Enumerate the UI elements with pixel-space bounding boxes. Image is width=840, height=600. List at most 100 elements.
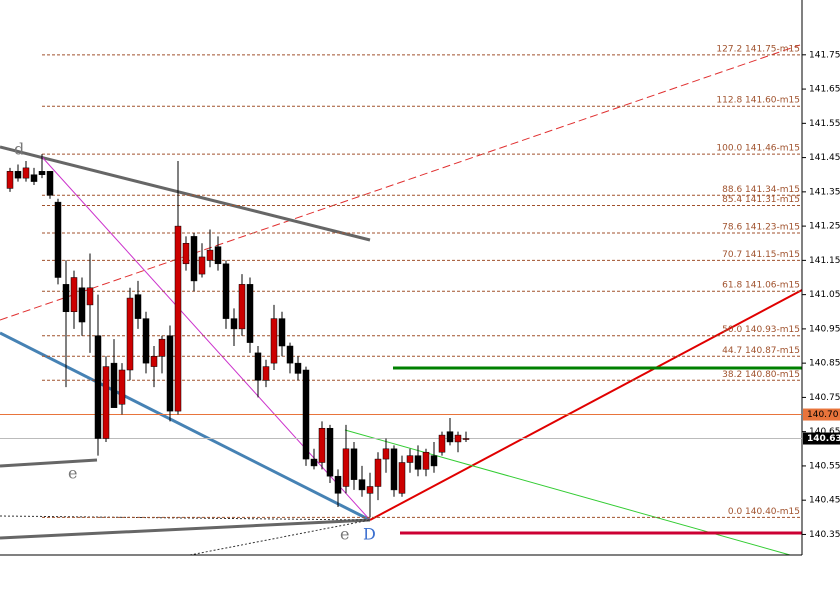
dotted-line: [189, 519, 371, 556]
y-tick-label: 140.75: [809, 393, 840, 403]
candle-body: [46, 171, 54, 196]
y-tick-label: 141.55: [809, 119, 840, 129]
candle-body: [278, 318, 286, 347]
y-tick-label: 141.05: [809, 290, 840, 300]
annotation: d: [14, 140, 24, 159]
y-tick-label: 140.95: [809, 324, 840, 334]
candle-body: [254, 352, 262, 381]
y-tick-label: 141.75: [809, 50, 840, 60]
candle-body: [78, 287, 86, 323]
candle-body: [22, 167, 30, 179]
fib-label: 78.6 141.23-m15: [722, 222, 800, 232]
fib-label: 50.0 140.93-m15: [722, 325, 800, 335]
candle-body: [70, 277, 78, 313]
fib-label: 61.8 141.06-m15: [722, 281, 800, 291]
y-tick-label: 141.15: [809, 256, 840, 266]
y-tick-label: 140.35: [809, 530, 840, 540]
candle-body: [302, 369, 310, 460]
candle-body: [118, 369, 126, 405]
candle-body: [246, 284, 254, 343]
fib-label: 127.2 141.75-m15: [716, 44, 800, 54]
candle-body: [214, 246, 222, 265]
candle-body: [326, 427, 334, 477]
fib-label: 70.7 141.15-m15: [722, 250, 800, 260]
candle-body: [190, 236, 198, 282]
red-trendline: [369, 289, 803, 521]
candle-body: [398, 462, 406, 494]
gray-line: [0, 518, 371, 540]
y-tick-label: 140.85: [809, 359, 840, 369]
candle-body: [174, 225, 182, 412]
candle-body: [438, 434, 446, 453]
candle-body: [374, 458, 382, 487]
candle-body: [350, 448, 358, 480]
candle-body: [182, 242, 190, 265]
drawings: [0, 44, 803, 556]
dashed-trendline: [0, 44, 801, 321]
fib-label: 112.8 141.60-m15: [716, 96, 800, 106]
candle-body: [342, 448, 350, 487]
candle-body: [286, 345, 294, 364]
candle-body: [238, 284, 246, 330]
candle-body: [142, 318, 150, 364]
candle-body: [358, 479, 366, 491]
candle-body: [14, 171, 22, 179]
candle-body: [462, 438, 470, 440]
candle-body: [54, 201, 62, 278]
candle-body: [206, 249, 214, 261]
y-tick-label: 141.35: [809, 187, 840, 197]
candle-body: [110, 362, 118, 408]
candle-body: [102, 366, 110, 439]
fib-label: 88.6 141.34-m15: [722, 185, 800, 195]
candle-body: [262, 366, 270, 381]
current-price-box: [803, 432, 840, 445]
candle-body: [38, 171, 46, 175]
candle-body: [62, 284, 70, 313]
candle-body: [30, 174, 38, 182]
candle-body: [334, 475, 342, 494]
fib-label: 85.4 141.31-m15: [722, 195, 800, 205]
candle-body: [86, 287, 94, 306]
candle-body: [230, 318, 238, 330]
annotation: e: [340, 525, 349, 544]
y-tick-label: 140.65: [809, 427, 840, 437]
candle-body: [134, 294, 142, 319]
candle-body: [150, 356, 158, 367]
candle-body: [422, 451, 430, 470]
candle-body: [198, 256, 206, 275]
candle-body: [318, 427, 326, 463]
candle-body: [6, 171, 14, 189]
candle-body: [366, 486, 374, 494]
candle-body: [310, 458, 318, 467]
candle-body: [94, 335, 102, 439]
dotted-line: [0, 515, 371, 521]
annotation: e: [68, 464, 77, 483]
y-tick-label: 141.25: [809, 222, 840, 232]
y-tick-label: 141.45: [809, 153, 840, 163]
candle-body: [158, 338, 166, 357]
y-tick-label: 140.45: [809, 496, 840, 506]
price-label-box: [803, 408, 840, 421]
fib-label: 100.0 141.46-m15: [716, 144, 800, 154]
candle-body: [406, 455, 414, 463]
candle-body: [430, 455, 438, 467]
price-label: 140.70: [807, 410, 839, 420]
candle-body: [446, 431, 454, 443]
candle-body: [166, 335, 174, 412]
candle-body: [294, 362, 302, 374]
annotation: D: [363, 525, 376, 544]
candle-body: [382, 448, 390, 460]
gray-trendline: [0, 145, 371, 242]
candle-body: [414, 455, 422, 470]
fib-label: 44.7 140.87-m15: [722, 346, 800, 356]
candle-body: [222, 263, 230, 319]
y-tick-label: 140.55: [809, 461, 840, 471]
candle-body: [270, 318, 278, 364]
y-tick-label: 141.65: [809, 85, 840, 95]
fib-label: 38.2 140.80-m15: [722, 370, 800, 380]
candle-body: [126, 297, 134, 371]
candle-body: [454, 434, 462, 443]
blue-trendline: [0, 331, 371, 522]
